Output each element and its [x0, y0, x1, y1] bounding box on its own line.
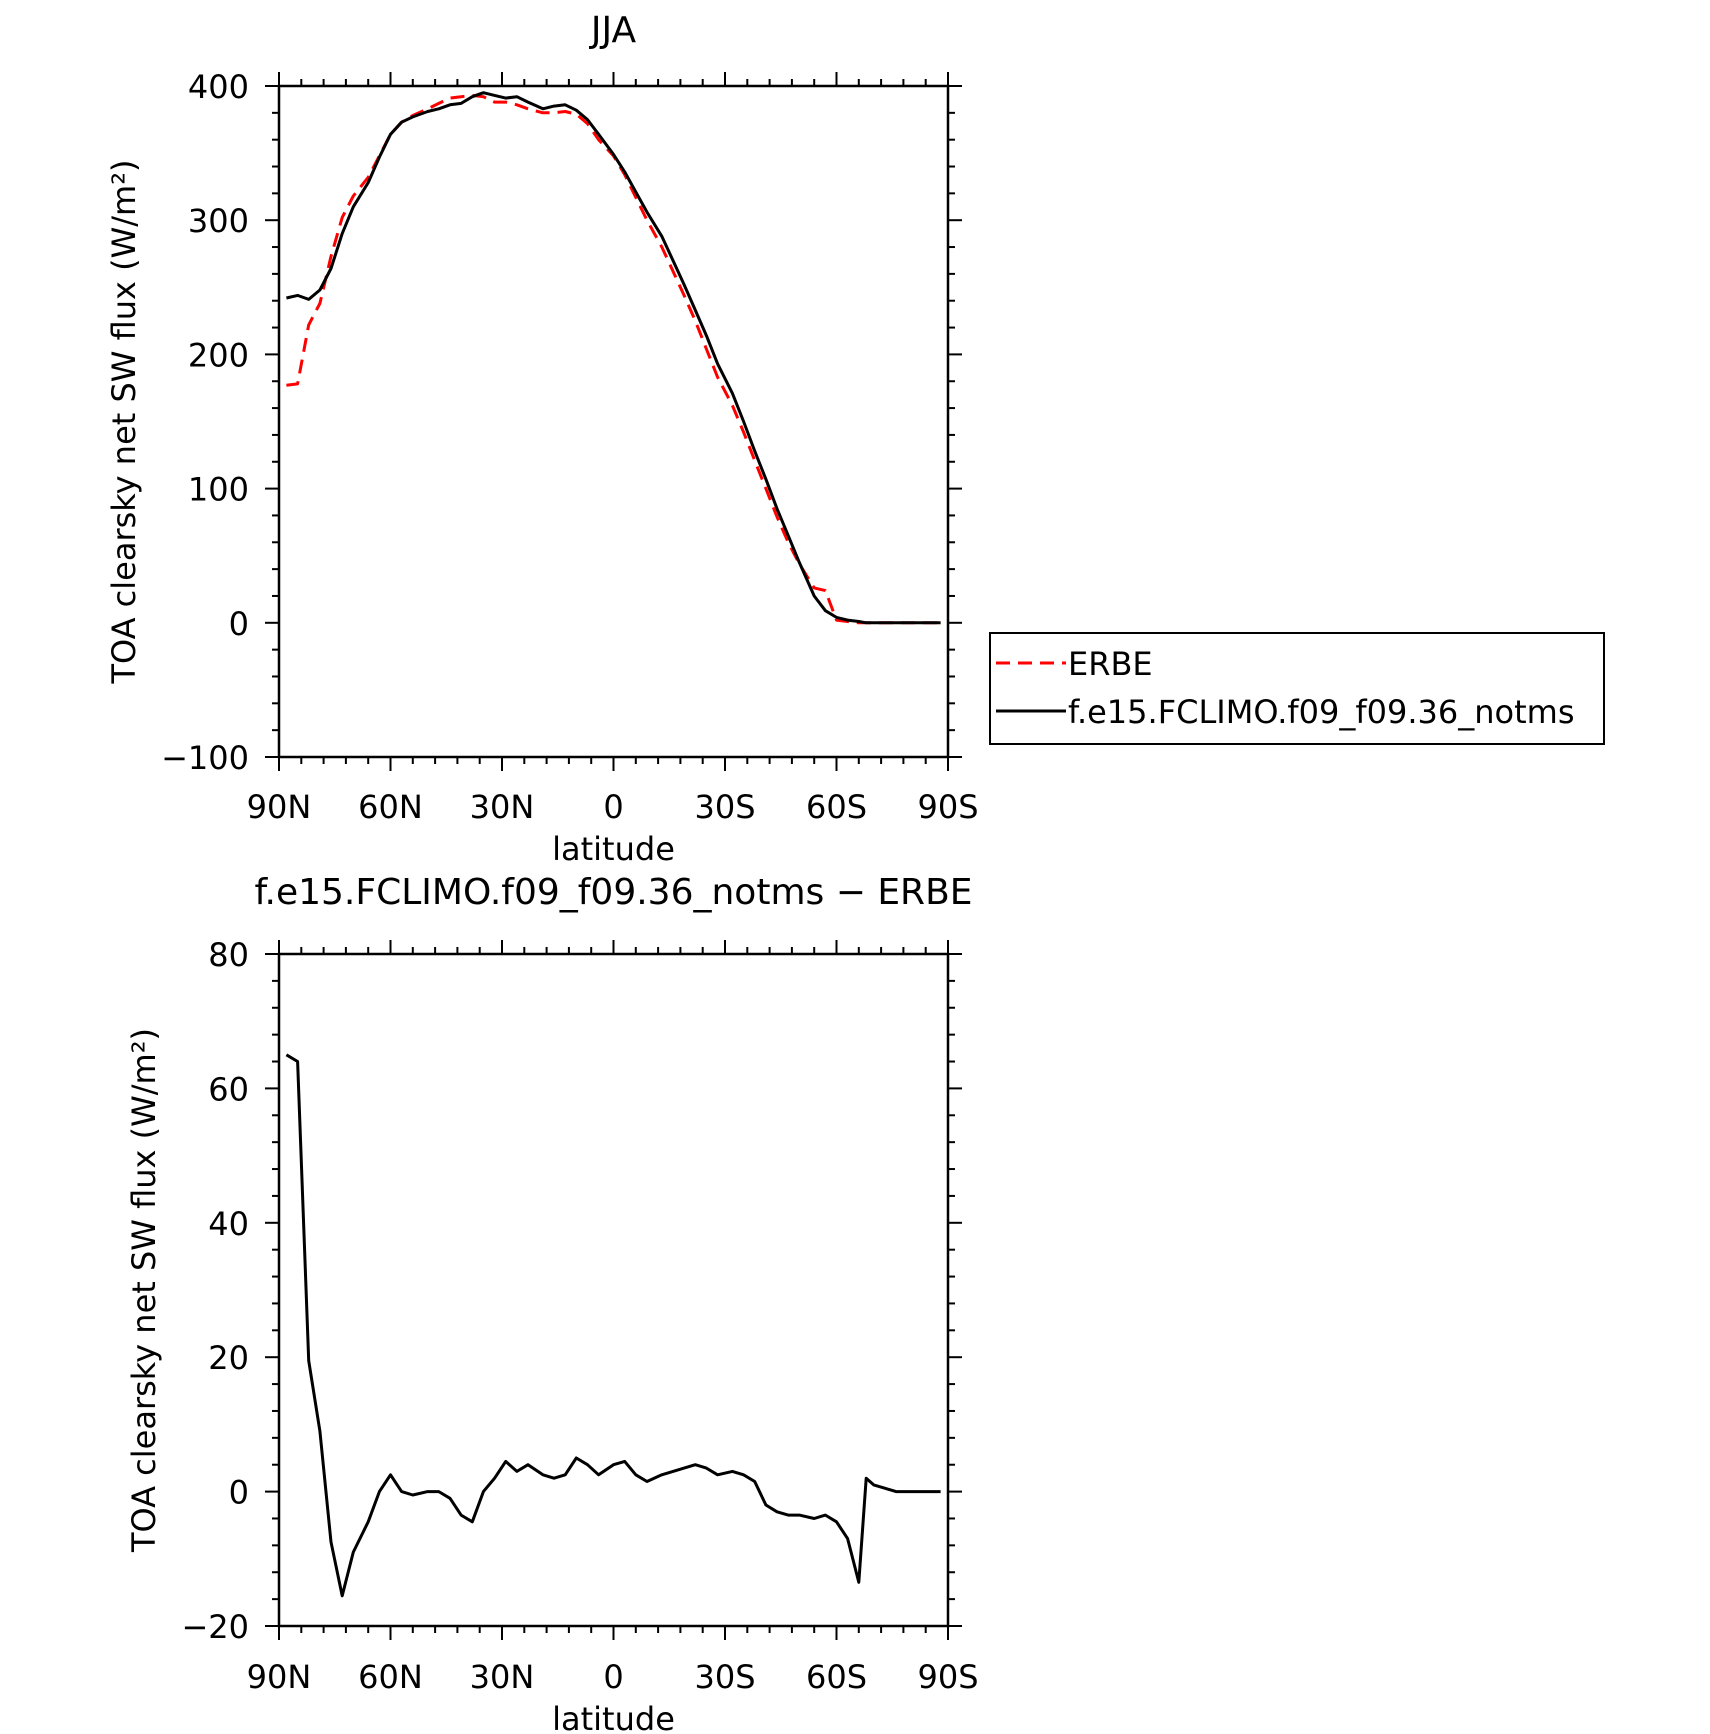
series-line-2 [286, 91, 941, 625]
legend-label-2: f.e15.FCLIMO.f09_f09.36_notms [1068, 693, 1574, 731]
x-tick-label: 60N [358, 788, 423, 826]
x-tick-label: 0 [603, 788, 623, 826]
y-axis-label: TOA clearsky net SW flux (W/m²) [125, 1028, 163, 1553]
x-tick-label: 30S [694, 788, 755, 826]
x-tick-label: 90S [917, 1658, 978, 1696]
y-tick-label: 400 [188, 68, 249, 106]
axis-ticks [265, 72, 962, 771]
x-tick-label: 60N [358, 1658, 423, 1696]
y-tick-label: 300 [188, 202, 249, 240]
axis-ticks [265, 940, 962, 1640]
y-tick-label: 40 [208, 1205, 249, 1243]
y-tick-label: 0 [229, 1474, 249, 1512]
y-tick-label: −100 [161, 739, 249, 777]
x-tick-label: 90N [247, 788, 312, 826]
chart-panel-2: f.e15.FCLIMO.f09_f09.36_notms − ERBE −20 0… [125, 872, 979, 1734]
y-axis-label: TOA clearsky net SW flux (W/m²) [105, 159, 143, 684]
legend-box [989, 632, 1605, 745]
series-lines [285, 1053, 941, 1598]
x-tick-label: 60S [806, 1658, 867, 1696]
x-tick-label: 0 [603, 1658, 623, 1696]
x-tick-label: 30N [470, 1658, 535, 1696]
y-tick-label: 0 [229, 605, 249, 643]
chart-title: JJA [589, 10, 637, 51]
x-axis-label: latitude [552, 830, 675, 868]
x-tick-label: 30N [470, 788, 535, 826]
x-tick-label: 30S [694, 1658, 755, 1696]
y-tick-label: 100 [188, 471, 249, 509]
plot-frame [277, 952, 950, 1628]
series-line-1 [285, 1053, 941, 1598]
series-line-1 [286, 93, 941, 625]
x-axis-label: latitude [552, 1700, 675, 1734]
y-tick-label: 20 [208, 1339, 249, 1377]
x-tick-label: 90S [917, 788, 978, 826]
series-lines [286, 91, 941, 625]
chart-panel-1: JJA −100 0 100 200 300 400 90N 60N 30N 0 30S 60S 90S l… [105, 10, 1605, 868]
y-tick-label: 60 [208, 1070, 249, 1108]
y-tick-label: 80 [208, 936, 249, 974]
plot-frame [277, 84, 950, 759]
y-tick-label: 200 [188, 336, 249, 374]
y-tick-label: −20 [181, 1608, 249, 1646]
x-tick-label: 60S [806, 788, 867, 826]
chart-title: f.e15.FCLIMO.f09_f09.36_notms − ERBE [254, 872, 972, 913]
x-tick-label: 90N [247, 1658, 312, 1696]
legend: ERBE f.e15.FCLIMO.f09_f09.36_notms [989, 632, 1605, 745]
legend-label-1: ERBE [1068, 645, 1153, 683]
